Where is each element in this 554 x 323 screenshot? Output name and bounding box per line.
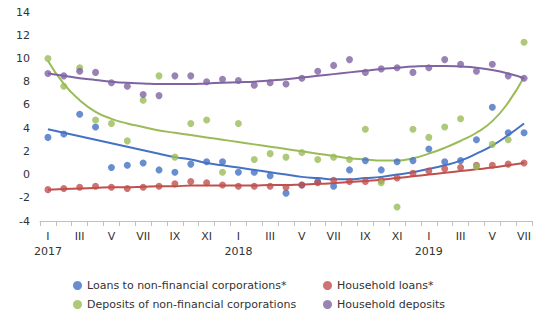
svg-text:Household deposits: Household deposits: [337, 298, 445, 311]
svg-text:I: I: [46, 230, 49, 243]
svg-text:2017: 2017: [34, 245, 62, 258]
svg-text:XI: XI: [201, 230, 212, 243]
svg-text:VII: VII: [327, 230, 341, 243]
svg-text:14: 14: [16, 6, 30, 19]
svg-text:IX: IX: [170, 230, 181, 243]
svg-text:Deposits of non-financial corp: Deposits of non-financial corporations: [87, 298, 296, 311]
svg-text:V: V: [489, 230, 497, 243]
svg-text:V: V: [108, 230, 116, 243]
svg-text:VII: VII: [517, 230, 531, 243]
svg-text:0: 0: [23, 168, 30, 181]
svg-text:III: III: [265, 230, 275, 243]
svg-text:III: III: [456, 230, 466, 243]
svg-text:IX: IX: [360, 230, 371, 243]
svg-text:2019: 2019: [415, 245, 443, 258]
svg-text:I: I: [427, 230, 430, 243]
svg-text:I: I: [237, 230, 240, 243]
svg-text:-4: -4: [19, 215, 30, 228]
svg-text:V: V: [298, 230, 306, 243]
svg-text:6: 6: [23, 98, 30, 111]
svg-text:2: 2: [23, 145, 30, 158]
svg-text:12: 12: [16, 29, 30, 42]
svg-text:XI: XI: [392, 230, 403, 243]
svg-text:2018: 2018: [224, 245, 252, 258]
svg-text:Loans to non-financial corpora: Loans to non-financial corporations*: [87, 279, 287, 292]
svg-text:-2: -2: [19, 191, 30, 204]
svg-text:III: III: [75, 230, 85, 243]
svg-text:10: 10: [16, 52, 30, 65]
svg-text:8: 8: [23, 75, 30, 88]
svg-text:VII: VII: [136, 230, 150, 243]
svg-text:Household loans*: Household loans*: [337, 279, 434, 292]
svg-text:4: 4: [23, 122, 30, 135]
